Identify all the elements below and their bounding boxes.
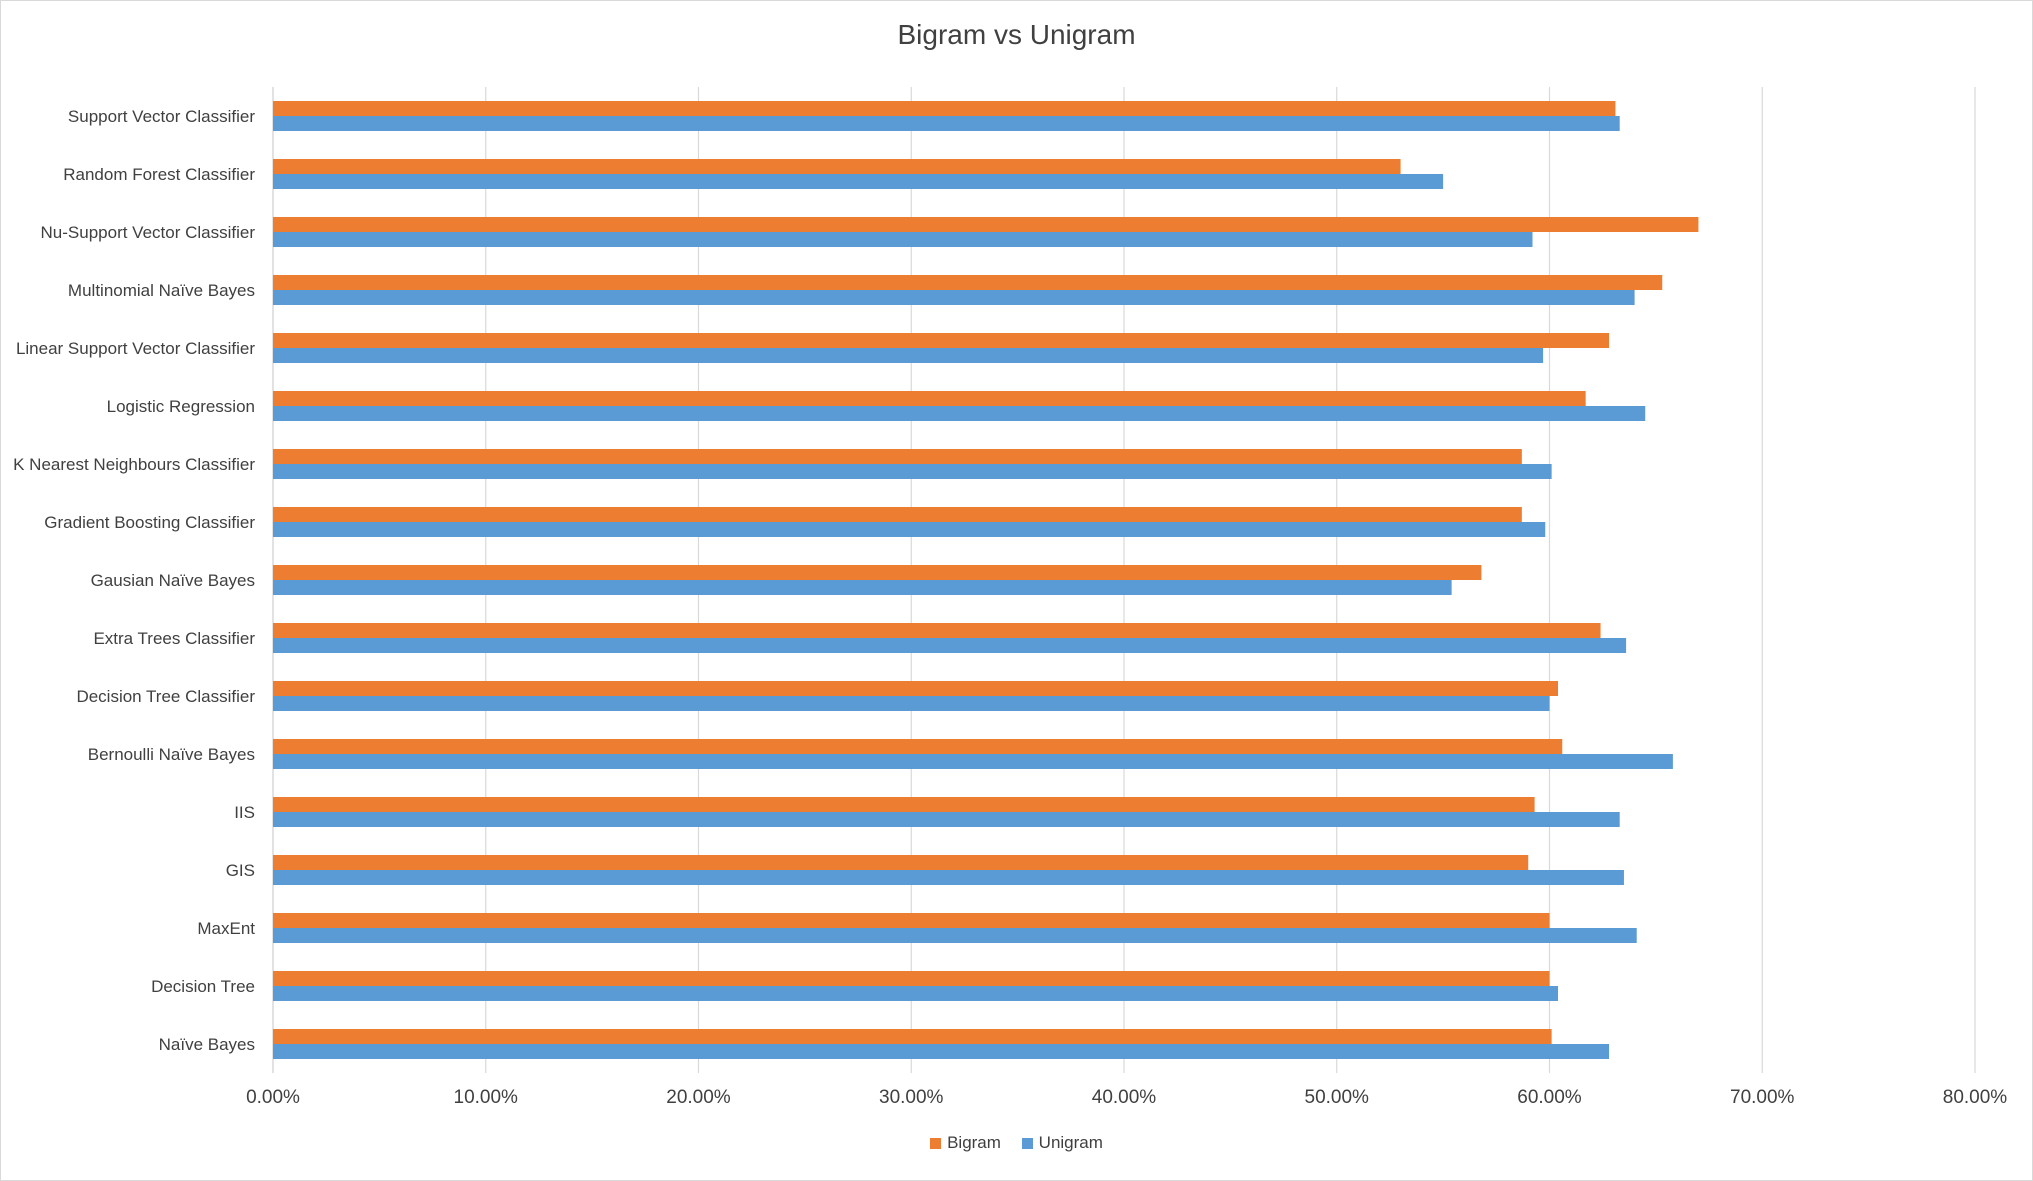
category-label: Multinomial Naïve Bayes — [68, 281, 255, 300]
legend-label-unigram: Unigram — [1038, 1133, 1103, 1152]
bar-bigram-15 — [273, 971, 1550, 986]
bar-unigram-14 — [273, 928, 1637, 943]
x-tick-label: 30.00% — [879, 1087, 944, 1108]
bar-bigram-16 — [273, 1029, 1552, 1044]
bar-bigram-13 — [273, 855, 1529, 870]
bar-bigram-1 — [273, 159, 1401, 174]
category-label: Nu-Support Vector Classifier — [41, 223, 256, 242]
bar-bigram-9 — [273, 623, 1601, 638]
category-label: IIS — [234, 803, 255, 822]
category-label: Decision Tree Classifier — [76, 687, 255, 706]
bar-unigram-4 — [273, 348, 1544, 363]
bar-bigram-2 — [273, 217, 1699, 232]
legend-swatch-bigram — [930, 1137, 942, 1149]
category-label: Linear Support Vector Classifier — [16, 339, 255, 358]
x-tick-label: 10.00% — [454, 1087, 519, 1108]
bar-unigram-15 — [273, 986, 1559, 1001]
bar-bigram-11 — [273, 739, 1563, 754]
bar-bigram-5 — [273, 391, 1586, 406]
category-label: Support Vector Classifier — [68, 107, 255, 126]
bar-unigram-3 — [273, 290, 1635, 305]
bar-unigram-10 — [273, 696, 1550, 711]
bar-bigram-4 — [273, 333, 1610, 348]
bar-bigram-3 — [273, 275, 1663, 290]
category-label: Random Forest Classifier — [63, 165, 255, 184]
bar-bigram-14 — [273, 913, 1550, 928]
legend-item-unigram: Unigram — [1021, 1133, 1103, 1153]
bar-unigram-12 — [273, 812, 1620, 827]
x-tick-label: 50.00% — [1305, 1087, 1370, 1108]
bar-unigram-6 — [273, 464, 1552, 479]
category-label: Naïve Bayes — [159, 1035, 255, 1054]
bar-bigram-12 — [273, 797, 1535, 812]
bar-bigram-7 — [273, 507, 1522, 522]
x-tick-label: 40.00% — [1092, 1087, 1157, 1108]
category-label: Logistic Regression — [107, 397, 255, 416]
bar-bigram-6 — [273, 449, 1522, 464]
bar-unigram-8 — [273, 580, 1452, 595]
bar-unigram-9 — [273, 638, 1627, 653]
category-label: GIS — [226, 861, 255, 880]
bar-bigram-10 — [273, 681, 1559, 696]
x-tick-label: 60.00% — [1517, 1087, 1582, 1108]
category-label: MaxEnt — [197, 919, 255, 938]
chart-title: Bigram vs Unigram — [897, 19, 1136, 50]
legend-swatch-unigram — [1021, 1137, 1033, 1149]
bar-unigram-5 — [273, 406, 1646, 421]
bar-unigram-0 — [273, 116, 1620, 131]
legend-item-bigram: Bigram — [930, 1133, 1001, 1153]
x-tick-label: 0.00% — [246, 1087, 300, 1108]
x-tick-label: 70.00% — [1730, 1087, 1795, 1108]
category-label: K Nearest Neighbours Classifier — [13, 455, 255, 474]
category-label: Bernoulli Naïve Bayes — [88, 745, 255, 764]
category-label: Gradient Boosting Classifier — [44, 513, 255, 532]
x-tick-label: 20.00% — [666, 1087, 731, 1108]
bar-unigram-11 — [273, 754, 1673, 769]
legend: Bigram Unigram — [1, 1133, 2032, 1154]
bar-bigram-0 — [273, 101, 1616, 116]
bar-unigram-2 — [273, 232, 1533, 247]
category-label: Decision Tree — [151, 977, 255, 996]
bar-bigram-8 — [273, 565, 1482, 580]
bar-unigram-13 — [273, 870, 1624, 885]
bar-unigram-7 — [273, 522, 1546, 537]
x-tick-label: 80.00% — [1943, 1087, 2008, 1108]
bar-unigram-16 — [273, 1044, 1610, 1059]
legend-label-bigram: Bigram — [947, 1133, 1001, 1152]
category-label: Gausian Naïve Bayes — [91, 571, 255, 590]
category-label: Extra Trees Classifier — [93, 629, 255, 648]
bar-unigram-1 — [273, 174, 1444, 189]
